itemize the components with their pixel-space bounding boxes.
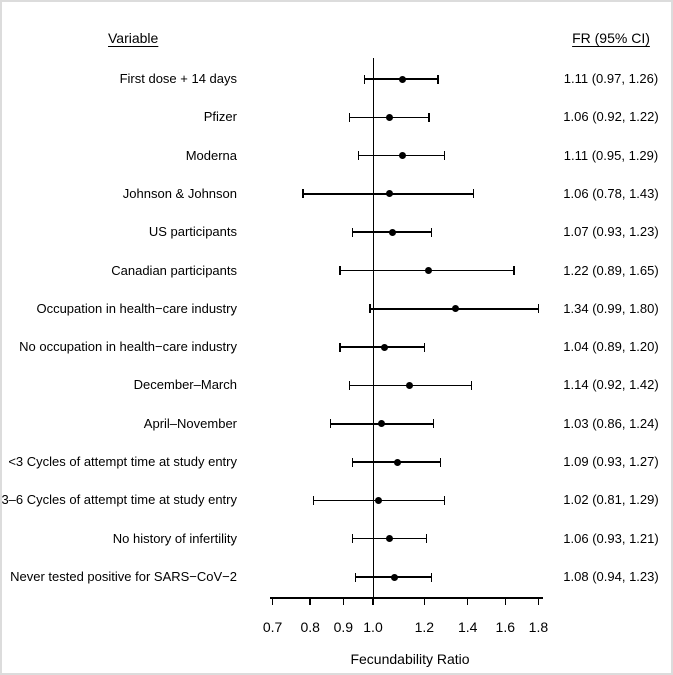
ci-cap-left bbox=[351, 227, 354, 237]
x-axis-tick bbox=[537, 598, 540, 605]
point-estimate-dot bbox=[406, 381, 414, 389]
x-axis-tick-label: 1.2 bbox=[414, 619, 435, 635]
ci-cap-right bbox=[513, 266, 515, 276]
column-header-variable: Variable bbox=[108, 30, 159, 46]
x-axis-tick bbox=[504, 598, 507, 605]
x-axis-title: Fecundability Ratio bbox=[350, 651, 470, 667]
row-label: First dose + 14 days bbox=[119, 71, 237, 86]
ci-cap-left bbox=[351, 457, 354, 467]
row-label: Johnson & Johnson bbox=[122, 185, 237, 201]
row-estimate-text: 1.06 (0.78, 1.43) bbox=[563, 185, 659, 201]
ci-cap-left bbox=[351, 534, 354, 544]
ci-cap-left bbox=[363, 74, 366, 84]
point-estimate-dot bbox=[391, 573, 399, 581]
x-axis-tick bbox=[271, 598, 274, 605]
x-axis-tick bbox=[372, 598, 374, 605]
reference-line bbox=[372, 58, 374, 598]
ci-cap-right bbox=[425, 534, 428, 544]
row-estimate-text: 1.04 (0.89, 1.20) bbox=[563, 339, 659, 355]
point-estimate-dot bbox=[451, 305, 459, 313]
point-estimate-dot bbox=[375, 496, 383, 504]
row-estimate-text: 1.06 (0.92, 1.22) bbox=[563, 109, 659, 125]
x-axis-tick-label: 1.8 bbox=[528, 619, 549, 635]
row-estimate-text: 1.03 (0.86, 1.24) bbox=[563, 415, 659, 431]
row-label: December–March bbox=[133, 377, 237, 393]
row-estimate-text: 1.09 (0.93, 1.27) bbox=[563, 454, 659, 470]
x-axis-tick bbox=[466, 598, 469, 605]
column-header-fr-ci: FR (95% CI) bbox=[572, 30, 650, 46]
row-estimate-text: 1.11 (0.97, 1.26) bbox=[563, 71, 659, 86]
point-estimate-dot bbox=[385, 190, 393, 198]
x-axis-tick bbox=[309, 598, 311, 605]
ci-cap-right bbox=[439, 457, 441, 467]
ci-cap-right bbox=[432, 419, 435, 429]
row-label: Occupation in health−care industry bbox=[36, 300, 237, 316]
row-label: April–November bbox=[143, 415, 237, 431]
ci-cap-left bbox=[348, 112, 351, 122]
row-estimate-text: 1.06 (0.93, 1.21) bbox=[563, 530, 659, 546]
x-axis-tick-label: 0.9 bbox=[333, 619, 354, 635]
x-axis-tick-label: 1.4 bbox=[457, 619, 478, 635]
ci-cap-left bbox=[354, 572, 357, 582]
ci-cap-right bbox=[472, 189, 475, 199]
ci-cap-left bbox=[329, 419, 332, 429]
row-label: Pfizer bbox=[203, 109, 237, 125]
row-label: <3 Cycles of attempt time at study entry bbox=[8, 454, 237, 470]
point-estimate-dot bbox=[380, 343, 388, 351]
point-estimate-dot bbox=[425, 267, 433, 275]
point-estimate-dot bbox=[377, 420, 385, 428]
row-label: No history of infertility bbox=[112, 530, 237, 546]
ci-cap-right bbox=[430, 227, 432, 237]
row-estimate-text: 1.02 (0.81, 1.29) bbox=[563, 492, 659, 508]
row-estimate-text: 1.08 (0.94, 1.23) bbox=[563, 569, 659, 585]
row-estimate-text: 1.14 (0.92, 1.42) bbox=[563, 377, 659, 393]
point-estimate-dot bbox=[398, 75, 406, 83]
point-estimate-dot bbox=[398, 152, 406, 160]
row-estimate-text: 1.07 (0.93, 1.23) bbox=[563, 224, 659, 240]
ci-cap-left bbox=[348, 380, 351, 390]
row-label: 3–6 Cycles of attempt time at study entr… bbox=[1, 492, 237, 508]
x-axis-tick-label: 0.7 bbox=[262, 619, 283, 635]
row-label: No occupation in health−care industry bbox=[19, 339, 237, 355]
row-estimate-text: 1.34 (0.99, 1.80) bbox=[563, 300, 659, 316]
ci-cap-left bbox=[339, 266, 341, 276]
ci-cap-right bbox=[430, 572, 432, 582]
ci-cap-left bbox=[312, 495, 315, 505]
row-label: US participants bbox=[148, 224, 237, 240]
ci-cap-left bbox=[369, 304, 371, 314]
row-label: Never tested positive for SARS−CoV−2 bbox=[10, 569, 237, 585]
point-estimate-dot bbox=[385, 535, 393, 543]
ci-cap-right bbox=[437, 74, 439, 84]
row-estimate-text: 1.11 (0.95, 1.29) bbox=[563, 147, 659, 163]
x-axis-line bbox=[270, 597, 543, 599]
ci-cap-right bbox=[470, 380, 473, 390]
point-estimate-dot bbox=[393, 458, 401, 466]
row-label: Moderna bbox=[185, 147, 237, 163]
x-axis-tick bbox=[423, 598, 426, 605]
row-label: Canadian participants bbox=[111, 262, 237, 278]
ci-cap-right bbox=[423, 342, 426, 352]
ci-cap-right bbox=[537, 304, 540, 314]
point-estimate-dot bbox=[388, 228, 396, 236]
ci-cap-left bbox=[302, 189, 304, 199]
ci-cap-left bbox=[357, 151, 360, 161]
row-estimate-text: 1.22 (0.89, 1.65) bbox=[563, 262, 659, 278]
ci-cap-right bbox=[443, 151, 446, 161]
ci-cap-right bbox=[443, 495, 446, 505]
x-axis-tick bbox=[342, 598, 345, 605]
x-axis-tick-label: 1.6 bbox=[495, 619, 515, 635]
ci-cap-left bbox=[339, 342, 341, 352]
ci-cap-right bbox=[428, 112, 430, 122]
x-axis-tick-label: 1.0 bbox=[363, 619, 383, 635]
point-estimate-dot bbox=[385, 113, 393, 121]
x-axis-tick-label: 0.8 bbox=[300, 619, 320, 635]
